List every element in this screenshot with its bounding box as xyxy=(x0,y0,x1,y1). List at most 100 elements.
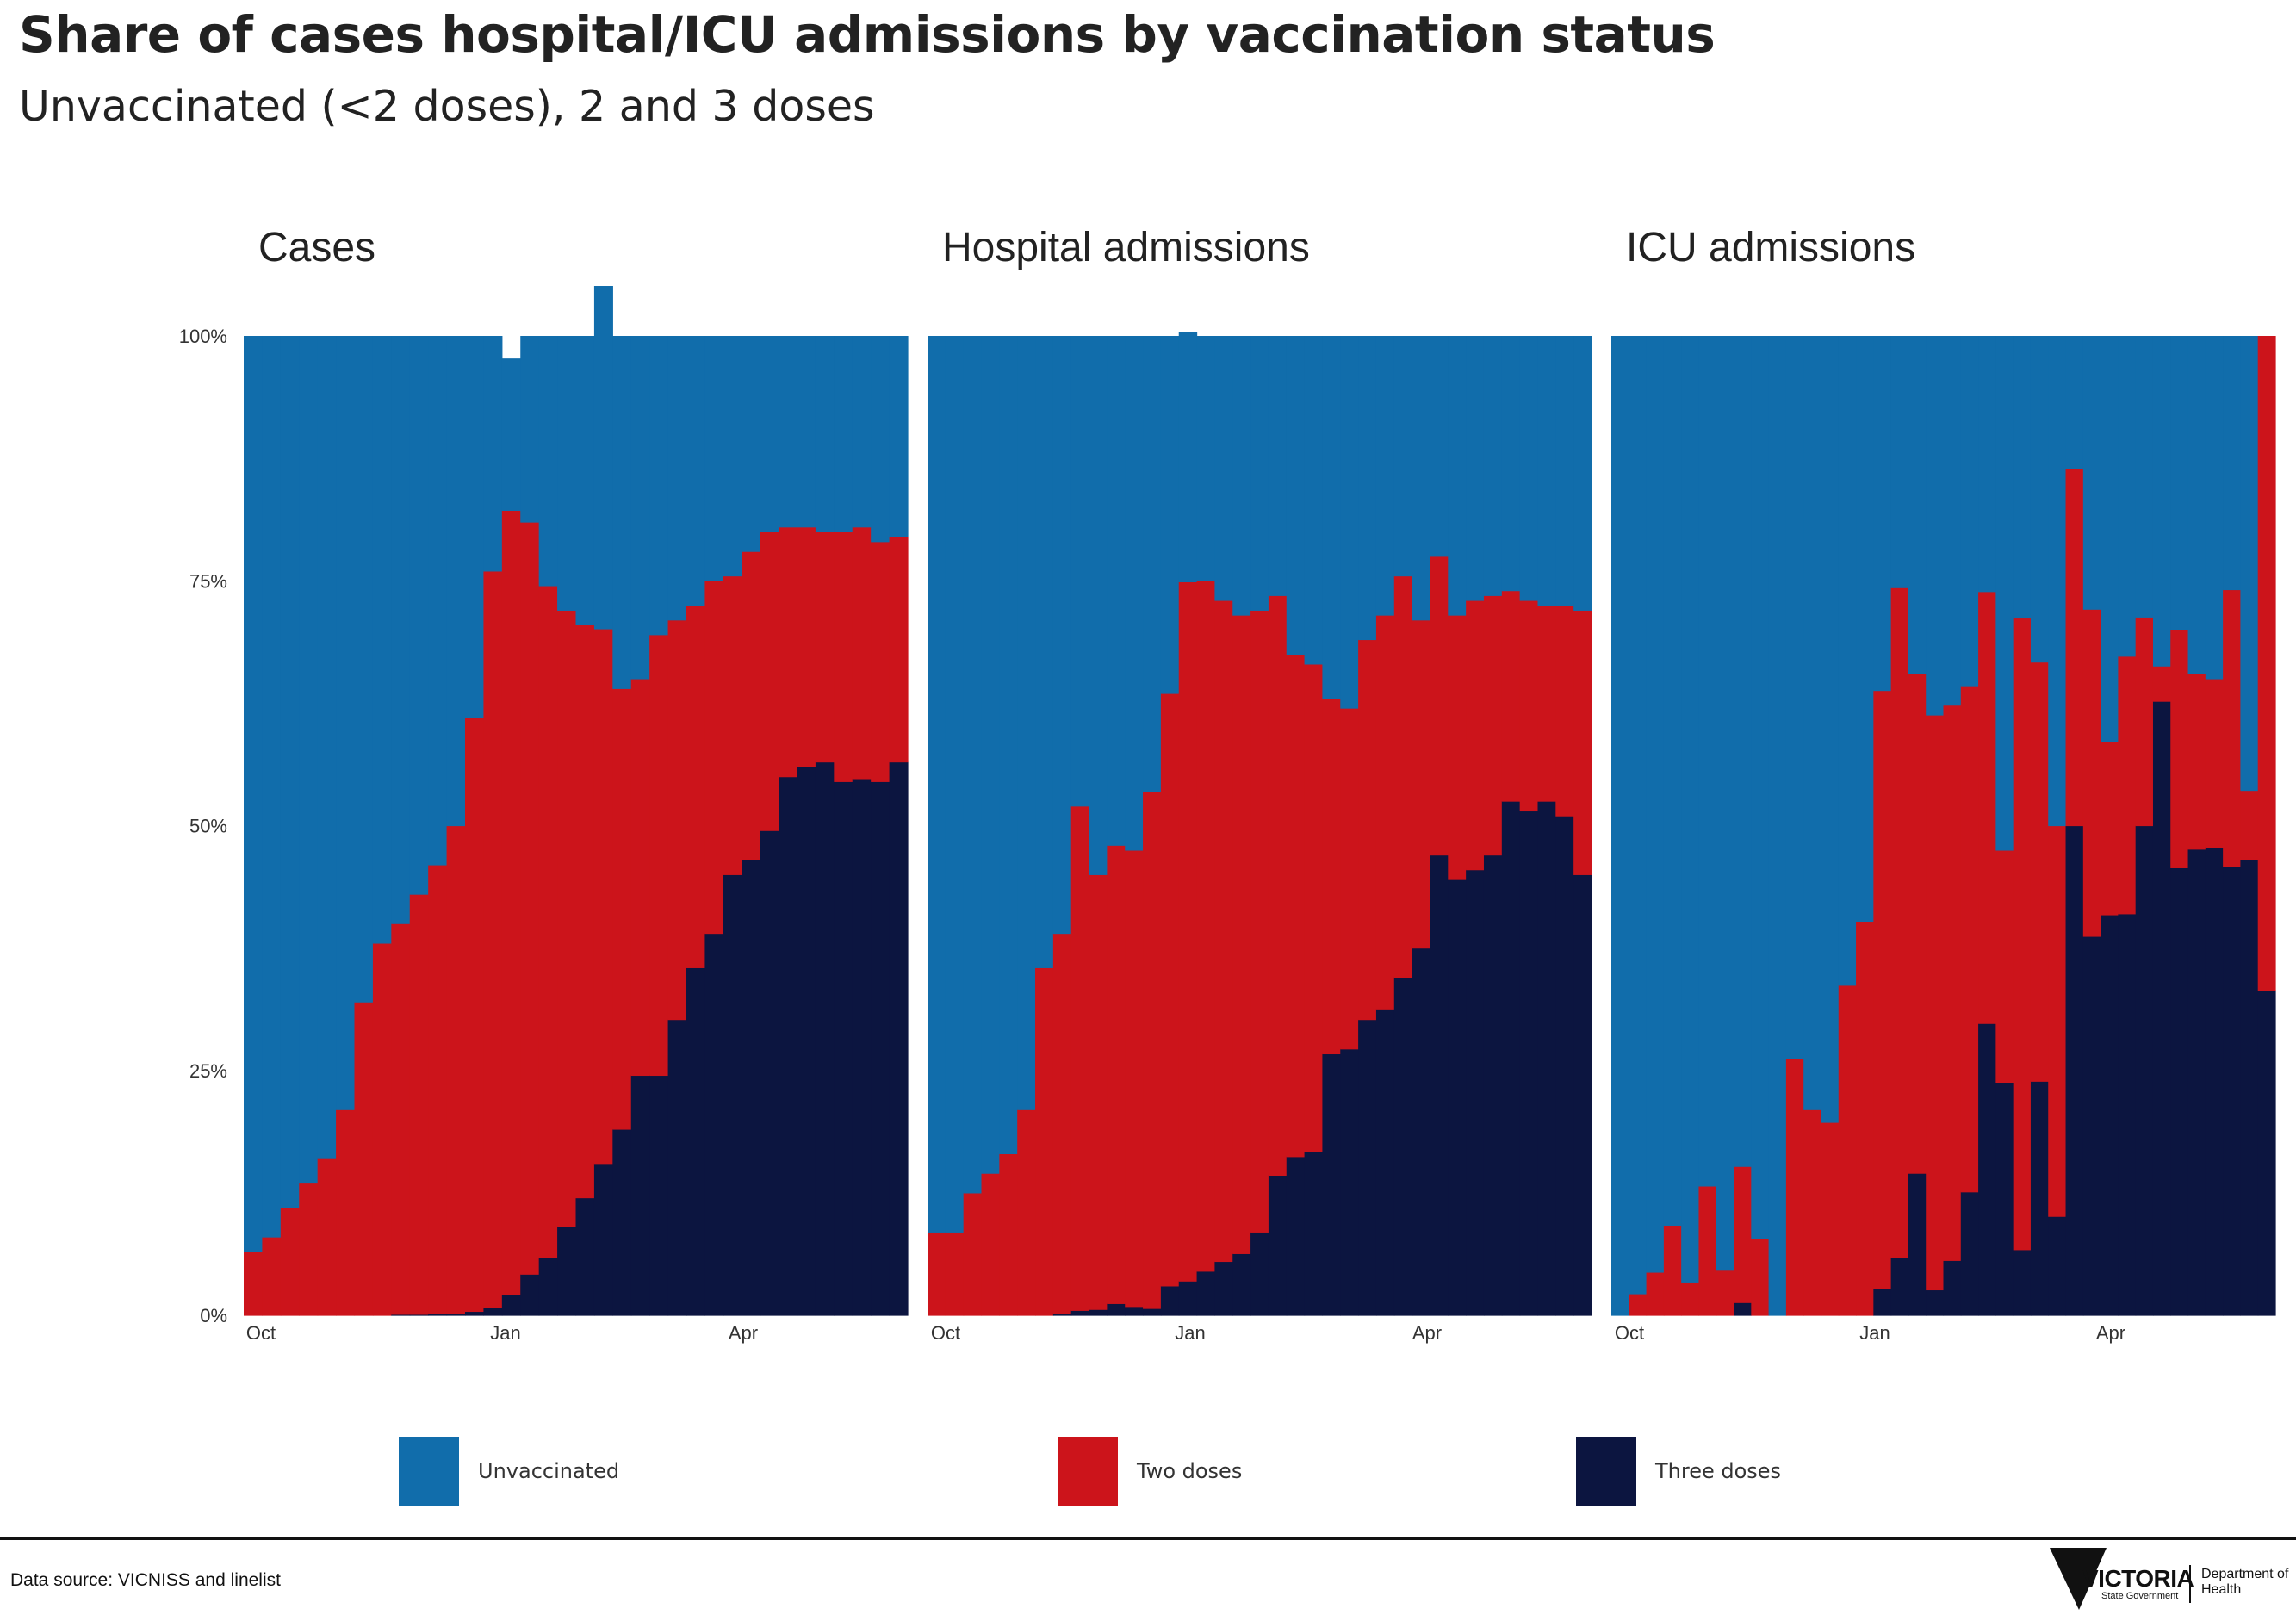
bar-icu-admissions-unvaccinated xyxy=(1995,336,2014,851)
chart-subtitle: Unvaccinated (<2 doses), 2 and 3 doses xyxy=(19,82,875,131)
bar-icu-admissions-unvaccinated xyxy=(2187,336,2206,674)
bar-hospital-admissions-two-doses xyxy=(1519,599,1539,812)
bar-icu-admissions-three-doses xyxy=(1890,1257,1909,1316)
bar-icu-admissions-two-doses xyxy=(1716,1270,1734,1316)
bar-icu-admissions-two-doses xyxy=(2065,468,2084,827)
bar-hospital-admissions-unvaccinated xyxy=(963,336,983,1194)
panel-title-icu-admissions: ICU admissions xyxy=(1626,225,1915,270)
bar-hospital-admissions-unvaccinated xyxy=(1519,336,1539,601)
bar-icu-admissions-unvaccinated xyxy=(2170,336,2189,630)
legend-label-unvaccinated: Unvaccinated xyxy=(478,1459,620,1483)
bar-hospital-admissions-three-doses xyxy=(1483,854,1503,1316)
bar-cases-three-doses xyxy=(760,830,779,1316)
bar-icu-admissions-three-doses xyxy=(1960,1191,1979,1316)
bar-icu-admissions-unvaccinated xyxy=(1734,336,1752,1167)
bar-cases-two-doses xyxy=(815,531,835,763)
bar-icu-admissions-unvaccinated xyxy=(1960,336,1979,687)
bar-hospital-admissions-unvaccinated xyxy=(1573,336,1592,611)
bar-cases-two-doses xyxy=(299,1183,319,1316)
bar-hospital-admissions-two-doses xyxy=(1250,610,1269,1233)
bar-hospital-admissions-three-doses xyxy=(1412,947,1431,1316)
bar-icu-admissions-unvaccinated xyxy=(1890,336,1909,588)
x-tick-label: Oct xyxy=(1615,1322,1644,1344)
bar-hospital-admissions-three-doses xyxy=(1501,801,1521,1316)
bar-icu-admissions-two-doses xyxy=(1873,690,1892,1289)
bar-cases-two-doses xyxy=(372,942,392,1316)
bar-icu-admissions-two-doses xyxy=(2187,674,2206,850)
bar-cases-three-doses xyxy=(742,860,761,1316)
bar-icu-admissions-unvaccinated xyxy=(1611,336,1629,1316)
bar-cases-unvaccinated xyxy=(446,336,466,827)
bar-cases-three-doses xyxy=(557,1226,577,1316)
bar-hospital-admissions-two-doses xyxy=(1537,605,1556,802)
bar-cases-three-doses xyxy=(686,967,706,1316)
bar-cases-unvaccinated xyxy=(815,336,835,532)
bar-hospital-admissions-two-doses xyxy=(1070,805,1090,1311)
bar-icu-admissions-two-doses xyxy=(1821,1122,1840,1316)
bar-cases-two-doses xyxy=(336,1109,356,1316)
bar-icu-admissions-three-doses xyxy=(2065,825,2084,1316)
bar-cases-two-doses xyxy=(483,570,503,1308)
bar-icu-admissions-two-doses xyxy=(1890,587,1909,1258)
bar-cases-two-doses xyxy=(871,541,890,782)
bar-cases-two-doses xyxy=(446,825,466,1314)
bar-cases-unvaccinated xyxy=(723,336,742,577)
bar-icu-admissions-two-doses xyxy=(1856,921,1874,1316)
bar-hospital-admissions-two-doses xyxy=(1178,581,1198,1282)
bar-hospital-admissions-two-doses xyxy=(981,1173,1000,1316)
bar-cases-two-doses xyxy=(760,531,779,831)
bar-hospital-admissions-three-doses xyxy=(1052,1313,1072,1316)
bar-cases-three-doses xyxy=(630,1075,650,1316)
bar-cases-unvaccinated xyxy=(667,336,687,621)
bar-cases-unvaccinated xyxy=(299,336,319,1184)
bar-hospital-admissions-two-doses xyxy=(1304,663,1324,1152)
bar-icu-admissions-unvaccinated xyxy=(1978,336,1996,593)
bar-hospital-admissions-two-doses xyxy=(1412,619,1431,949)
bar-hospital-admissions-unvaccinated xyxy=(981,336,1000,1174)
bar-cases-unvaccinated xyxy=(428,336,448,866)
bar-cases-two-doses xyxy=(520,522,540,1275)
bar-cases-three-doses xyxy=(501,1295,521,1316)
bar-hospital-admissions-unvaccinated xyxy=(1143,336,1162,792)
bar-hospital-admissions-two-doses xyxy=(1214,599,1233,1263)
bar-hospital-admissions-unvaccinated xyxy=(1448,336,1467,616)
bar-icu-admissions-unvaccinated xyxy=(1751,336,1770,1239)
bar-icu-admissions-three-doses xyxy=(2152,701,2171,1316)
bar-hospital-admissions-unvaccinated xyxy=(1160,336,1180,694)
bar-hospital-admissions-unvaccinated xyxy=(1017,336,1036,1110)
bar-icu-admissions-two-doses xyxy=(1646,1271,1665,1316)
bar-hospital-admissions-unvaccinated xyxy=(1214,336,1233,601)
bar-cases-unvaccinated xyxy=(280,336,300,1208)
legend-item-unvaccinated: Unvaccinated xyxy=(399,1437,619,1506)
bar-cases-unvaccinated xyxy=(852,336,872,528)
bar-icu-admissions-two-doses xyxy=(2013,618,2032,1251)
bar-hospital-admissions-three-doses xyxy=(1375,1009,1395,1316)
bar-hospital-admissions-three-doses xyxy=(1537,801,1556,1316)
legend-label-three-doses: Three doses xyxy=(1655,1459,1782,1483)
bar-cases-three-doses xyxy=(834,781,853,1316)
bar-icu-admissions-three-doses xyxy=(2118,913,2137,1316)
bar-icu-admissions-three-doses xyxy=(1995,1082,2014,1316)
bar-cases-unvaccinated xyxy=(834,336,853,532)
bar-hospital-admissions-three-doses xyxy=(1286,1156,1306,1316)
bar-icu-admissions-two-doses xyxy=(2205,678,2224,848)
bar-icu-admissions-two-doses xyxy=(1785,1059,1804,1316)
bar-cases-unvaccinated xyxy=(409,336,429,895)
bar-cases-unvaccinated xyxy=(760,336,779,532)
x-tick-label: Oct xyxy=(931,1322,960,1344)
bar-icu-admissions-two-doses xyxy=(2170,630,2189,868)
x-tick-label: Apr xyxy=(2096,1322,2125,1344)
bar-hospital-admissions-unvaccinated xyxy=(1035,336,1054,968)
bar-hospital-admissions-unvaccinated xyxy=(1107,336,1126,846)
bar-icu-admissions-unvaccinated xyxy=(1629,336,1648,1295)
bar-hospital-admissions-unvaccinated xyxy=(1286,336,1306,655)
bar-cases-unvaccinated xyxy=(779,336,798,528)
bar-cases-three-doses xyxy=(889,761,909,1316)
bar-hospital-admissions-unvaccinated xyxy=(1232,336,1251,616)
bar-hospital-admissions-two-doses xyxy=(1017,1109,1036,1316)
bar-icu-admissions-three-doses xyxy=(2048,1216,2067,1316)
bar-cases-two-doses xyxy=(852,526,872,780)
bar-icu-admissions-two-doses xyxy=(1960,686,1979,1193)
bar-icu-admissions-two-doses xyxy=(1629,1293,1648,1316)
footer-divider xyxy=(0,1537,2296,1540)
